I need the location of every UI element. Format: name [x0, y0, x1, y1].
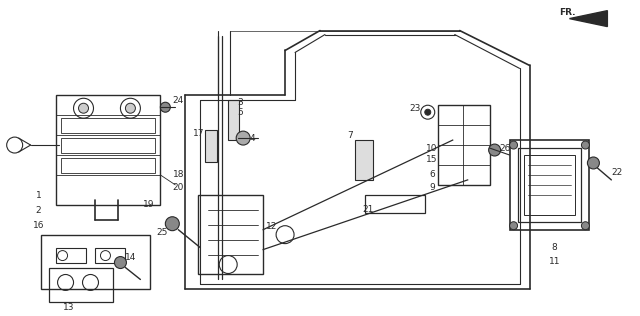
Bar	[56, 248, 86, 263]
Circle shape	[236, 131, 250, 145]
Text: 11: 11	[548, 257, 560, 266]
Text: 5: 5	[237, 108, 243, 117]
Text: 24: 24	[173, 96, 184, 105]
Circle shape	[581, 222, 589, 230]
Circle shape	[509, 141, 518, 149]
Text: 15: 15	[426, 155, 438, 165]
Bar	[438, 105, 490, 185]
Text: 14: 14	[125, 253, 136, 262]
Text: 19: 19	[143, 200, 154, 209]
Text: 23: 23	[409, 104, 420, 113]
Text: 2: 2	[36, 206, 42, 215]
Text: 1: 1	[36, 191, 42, 200]
Bar	[198, 195, 263, 275]
Text: 21: 21	[362, 205, 374, 214]
Text: 18: 18	[173, 170, 184, 179]
Text: 3: 3	[237, 98, 243, 107]
Bar	[355, 140, 373, 180]
Text: 22: 22	[612, 168, 623, 178]
Circle shape	[125, 103, 136, 113]
Bar	[61, 118, 156, 133]
Text: 6: 6	[429, 170, 435, 179]
Circle shape	[425, 109, 431, 115]
Bar	[228, 100, 239, 140]
Bar	[56, 95, 161, 205]
Text: 20: 20	[173, 183, 184, 192]
Text: 26: 26	[499, 143, 510, 153]
Text: 8: 8	[552, 243, 557, 252]
Circle shape	[165, 217, 179, 231]
Circle shape	[588, 157, 600, 169]
Circle shape	[79, 103, 88, 113]
Bar	[509, 140, 589, 230]
Polygon shape	[570, 11, 607, 27]
Circle shape	[161, 102, 170, 112]
Bar	[518, 148, 581, 222]
Text: 25: 25	[157, 228, 168, 237]
Bar	[49, 268, 113, 302]
Text: FR.: FR.	[559, 8, 576, 17]
Bar	[61, 138, 156, 153]
Circle shape	[488, 144, 500, 156]
Text: 7: 7	[347, 131, 353, 140]
Circle shape	[509, 222, 518, 230]
Text: 13: 13	[63, 303, 74, 312]
Text: 17: 17	[193, 129, 204, 137]
Text: 12: 12	[266, 222, 278, 231]
Text: 9: 9	[429, 183, 435, 192]
Text: 4: 4	[250, 134, 255, 143]
Circle shape	[115, 257, 127, 269]
Bar	[61, 158, 156, 173]
Bar	[365, 195, 425, 213]
Text: 10: 10	[426, 143, 438, 153]
Bar	[524, 155, 575, 215]
Bar	[205, 130, 217, 162]
Bar	[95, 248, 125, 263]
Bar	[40, 235, 150, 289]
Circle shape	[581, 141, 589, 149]
Text: 16: 16	[33, 221, 44, 230]
